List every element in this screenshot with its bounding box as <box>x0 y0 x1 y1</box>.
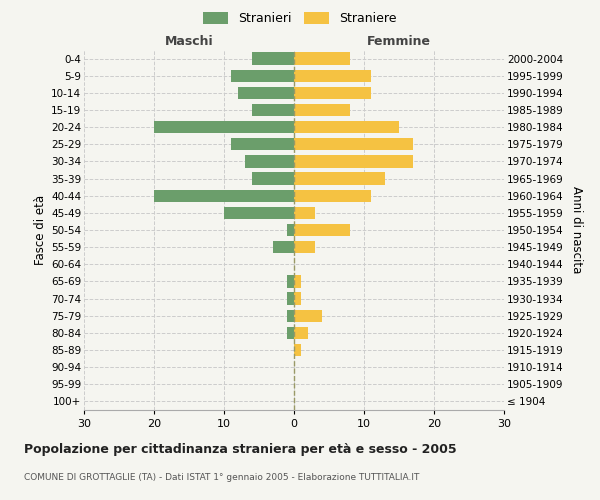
Bar <box>224 206 294 219</box>
Bar <box>294 292 301 304</box>
Bar <box>294 344 301 356</box>
Text: COMUNE DI GROTTAGLIE (TA) - Dati ISTAT 1° gennaio 2005 - Elaborazione TUTTITALIA: COMUNE DI GROTTAGLIE (TA) - Dati ISTAT 1… <box>24 473 419 482</box>
Bar <box>294 310 322 322</box>
Bar <box>287 326 294 339</box>
Bar <box>294 172 385 184</box>
Bar <box>287 276 294 287</box>
Bar <box>294 86 371 99</box>
Bar <box>231 138 294 150</box>
Bar <box>294 70 371 82</box>
Bar <box>294 206 315 219</box>
Bar <box>294 190 371 202</box>
Bar <box>294 138 413 150</box>
Bar <box>273 241 294 254</box>
Bar <box>294 104 350 116</box>
Bar <box>294 121 399 134</box>
Text: Maschi: Maschi <box>164 36 214 49</box>
Bar <box>294 156 413 168</box>
Bar <box>252 172 294 184</box>
Bar <box>245 156 294 168</box>
Y-axis label: Anni di nascita: Anni di nascita <box>570 186 583 274</box>
Bar <box>238 86 294 99</box>
Bar <box>287 292 294 304</box>
Bar <box>294 241 315 254</box>
Bar <box>252 52 294 64</box>
Bar <box>294 52 350 64</box>
Text: Femmine: Femmine <box>367 36 431 49</box>
Bar <box>294 326 308 339</box>
Bar <box>154 190 294 202</box>
Text: Popolazione per cittadinanza straniera per età e sesso - 2005: Popolazione per cittadinanza straniera p… <box>24 442 457 456</box>
Bar <box>287 224 294 236</box>
Legend: Stranieri, Straniere: Stranieri, Straniere <box>198 7 402 30</box>
Y-axis label: Fasce di età: Fasce di età <box>34 195 47 265</box>
Bar <box>154 121 294 134</box>
Bar <box>294 276 301 287</box>
Bar <box>287 310 294 322</box>
Bar <box>294 224 350 236</box>
Bar <box>231 70 294 82</box>
Bar <box>252 104 294 116</box>
